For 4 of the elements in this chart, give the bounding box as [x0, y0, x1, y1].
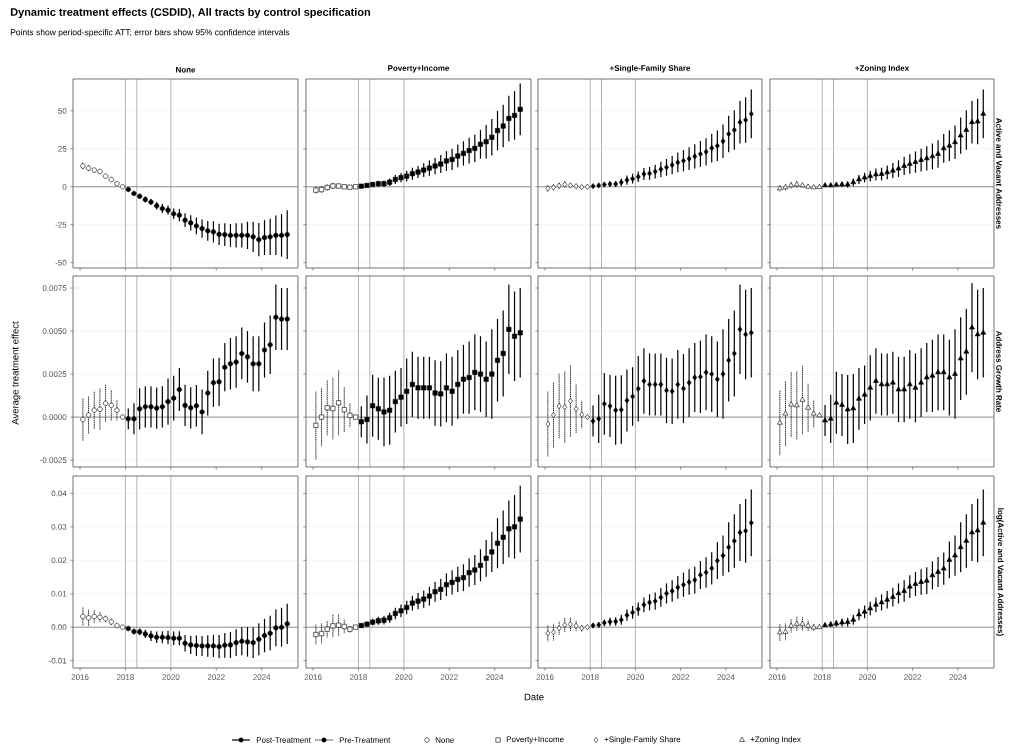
text: Points show period-specific ATT; error bars show 95% confidence intervals — [10, 29, 290, 37]
text: Date — [524, 693, 544, 701]
text: Average treatment effect — [11, 321, 21, 425]
text: Dynamic treatment effects (CSDID), All tracts by control specification — [10, 7, 370, 19]
